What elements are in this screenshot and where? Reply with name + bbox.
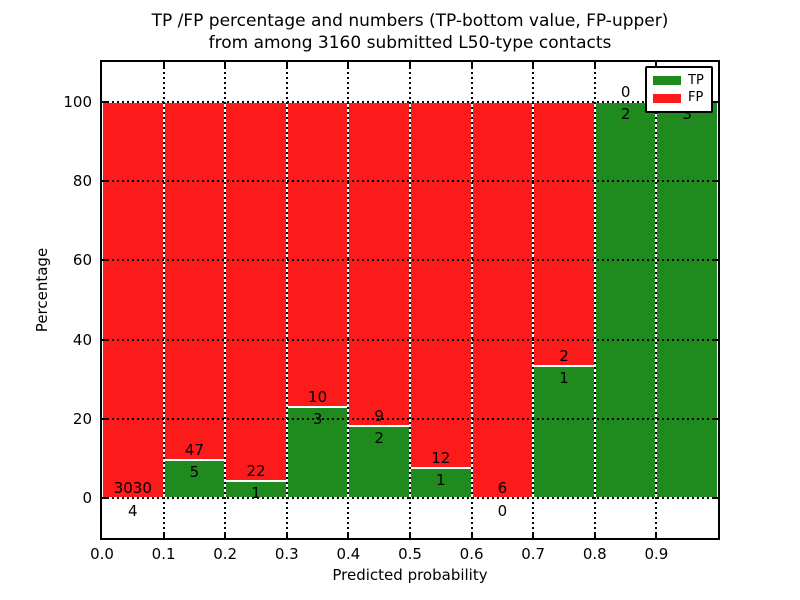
tp-count-label: 3 [682,104,692,123]
x-tick-label: 0.0 [90,545,114,563]
bar-tp [533,366,595,499]
y-tick-mark [102,497,107,500]
tp-count-label: 5 [189,463,200,482]
tp-count-label: 2 [620,104,631,123]
x-axis-label: Predicted probability [332,566,488,584]
x-tick-mark [470,533,473,538]
legend: TP FP [645,66,713,113]
bar-fp [286,101,349,407]
fp-count-label: 3030 [113,478,152,497]
x-tick-mark [162,62,165,67]
gridline-vertical [593,62,596,538]
fp-count-label: 0 [620,82,631,101]
y-tick-mark [713,338,718,341]
gridline-vertical [224,62,227,538]
tp-swatch-icon [653,76,681,86]
x-tick-mark [347,62,350,67]
x-tick-mark [409,533,411,538]
y-tick-label: 0 [82,489,92,508]
x-tick-mark [224,62,227,67]
bar-fp [102,101,164,498]
fp-count-label: 22 [246,462,266,481]
plot-area: 303044752211039212160210203 [100,60,720,540]
x-tick-label: 0.9 [644,545,669,563]
tp-count-label: 1 [559,369,569,388]
chart-title-line-1: TP /FP percentage and numbers (TP-bottom… [151,11,669,31]
y-tick-mark [102,338,107,341]
y-tick-mark [713,100,718,103]
y-tick-mark [102,259,107,262]
gridline-vertical [409,62,411,538]
fp-count-label: 10 [308,387,328,406]
x-tick-label: 0.6 [459,545,484,563]
tp-count-label: 0 [497,502,508,521]
gridline-vertical [655,62,658,538]
x-tick-mark [593,62,596,67]
gridline-vertical [285,62,288,538]
chart-title-line-2: from among 3160 submitted L50-type conta… [208,33,612,53]
y-tick-mark [713,180,718,182]
x-tick-label: 0.8 [582,545,607,563]
bar-fp [533,101,595,367]
fp-count-label: 47 [184,441,204,460]
gridline-vertical [347,62,350,538]
x-tick-mark [655,533,658,538]
gridline-vertical [470,62,473,538]
fp-count-label: 9 [374,407,384,426]
x-tick-label: 0.7 [521,545,546,563]
x-tick-mark [593,533,596,538]
gridline-vertical [532,62,535,538]
y-tick-mark [102,180,107,182]
x-tick-mark [347,533,350,538]
bar-tp [656,101,718,499]
x-tick-mark [162,533,165,538]
tp-count-label: 1 [251,484,261,503]
tp-count-label: 4 [128,502,138,521]
x-tick-mark [532,533,535,538]
x-tick-mark [409,62,411,67]
y-tick-mark [102,418,107,420]
bar-fp [471,101,534,499]
x-tick-mark [655,62,658,67]
tp-count-label: 3 [312,409,323,428]
legend-label-tp: TP [688,72,704,88]
gridline-vertical [162,62,165,538]
x-tick-label: 0.5 [398,545,422,563]
x-tick-mark [532,62,535,67]
x-tick-mark [224,533,227,538]
x-tick-label: 0.1 [151,545,176,563]
y-tick-label: 40 [72,330,92,349]
x-tick-label: 0.4 [336,545,361,563]
y-tick-label: 20 [72,410,92,428]
y-tick-mark [102,100,107,103]
legend-item-fp: FP [653,91,705,105]
bar-fp [348,101,410,427]
tp-count-label: 1 [436,470,446,489]
y-tick-label: 60 [72,251,92,270]
y-tick-mark [713,259,718,262]
fp-count-label: 6 [497,479,508,498]
bar-fp [225,101,287,482]
plot-inner: 303044752211039212160210203 [102,62,718,538]
x-tick-mark [285,533,288,538]
x-tick-mark [285,62,288,67]
y-tick-mark [713,418,718,420]
fp-count-label: 2 [559,347,569,366]
bar-tp [594,101,657,499]
x-tick-mark [470,62,473,67]
y-tick-label: 100 [63,92,92,111]
x-tick-label: 0.2 [213,545,238,563]
y-tick-label: 80 [72,172,92,190]
fp-count-label: 12 [431,448,451,467]
legend-label-fp: FP [688,90,704,106]
x-tick-label: 0.3 [274,545,299,563]
bar-fp [410,101,472,468]
fp-swatch-icon [653,93,681,103]
legend-item-tp: TP [653,72,705,88]
y-tick-mark [713,497,718,500]
bar-fp [163,101,226,461]
tp-count-label: 2 [374,429,384,448]
